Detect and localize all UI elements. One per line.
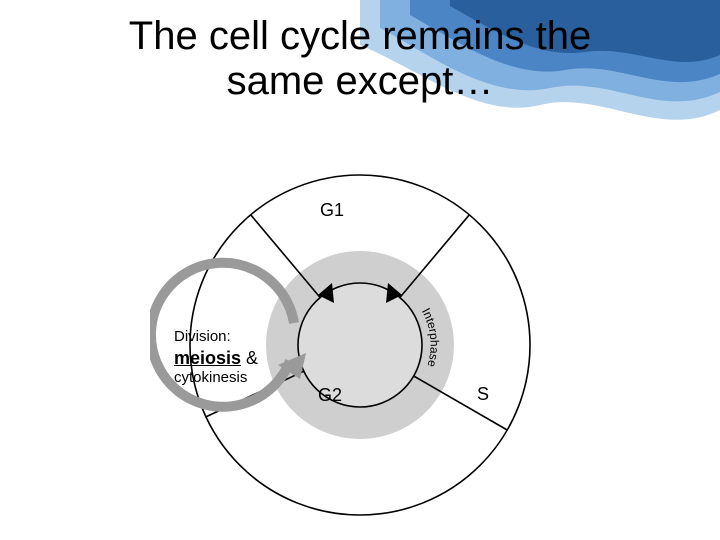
division-header: Division:	[174, 328, 258, 347]
cytokinesis-word: cytokinesis	[174, 369, 258, 388]
division-label-block: Division: meiosis & cytokinesis	[174, 328, 258, 388]
divider-1	[400, 215, 469, 298]
page-title: The cell cycle remains the same except…	[0, 14, 720, 104]
title-line-2: same except…	[227, 59, 494, 103]
title-line-1: The cell cycle remains the	[129, 14, 591, 58]
slide-root: The cell cycle remains the same except…	[0, 0, 720, 540]
inner-circle	[298, 283, 422, 407]
divider-4	[251, 215, 320, 298]
s-label: S	[477, 384, 489, 405]
meiosis-word: meiosis	[174, 348, 241, 368]
g2-label: G2	[318, 385, 342, 406]
division-line2: meiosis &	[174, 347, 258, 370]
g1-label: G1	[320, 200, 344, 221]
ampersand: &	[241, 348, 258, 368]
